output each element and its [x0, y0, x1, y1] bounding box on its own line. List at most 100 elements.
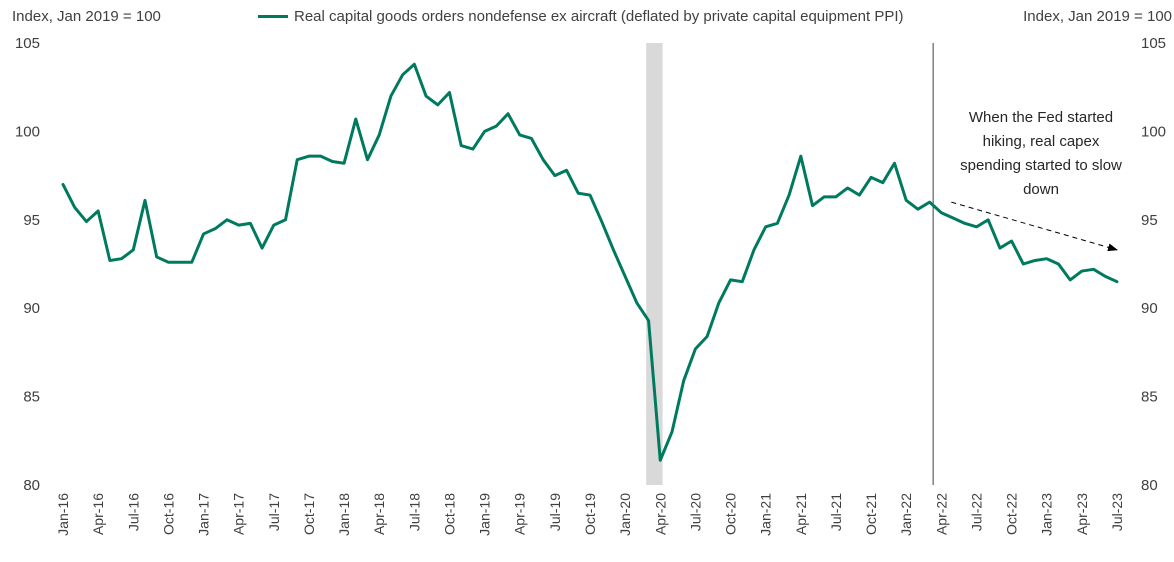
- data-point: [167, 261, 169, 263]
- data-point: [788, 194, 790, 196]
- data-point: [554, 174, 556, 176]
- y-tick-label-left: 90: [23, 300, 40, 317]
- x-tick-label: Oct-17: [301, 493, 317, 535]
- x-tick-label: Jan-17: [196, 493, 212, 536]
- x-tick-label: Apr-18: [371, 493, 387, 535]
- data-point: [975, 226, 977, 228]
- trend-arrow: [951, 201, 1118, 252]
- data-point: [495, 125, 497, 127]
- x-tick-label: Apr-21: [793, 493, 809, 535]
- x-tick-label: Jan-21: [758, 493, 774, 536]
- data-point: [706, 335, 708, 337]
- y-tick-label-left: 85: [23, 389, 40, 406]
- data-point: [74, 206, 76, 208]
- data-point: [565, 169, 567, 171]
- x-tick-label: Apr-16: [90, 493, 106, 535]
- data-point: [741, 280, 743, 282]
- data-point: [1057, 263, 1059, 265]
- data-point: [659, 459, 661, 461]
- x-tick-label: Jan-16: [55, 493, 71, 536]
- x-tick-label: Jul-21: [828, 493, 844, 531]
- x-tick-label: Oct-20: [723, 493, 739, 535]
- data-point: [542, 158, 544, 160]
- data-point: [1104, 275, 1106, 277]
- data-point: [460, 144, 462, 146]
- data-point: [261, 247, 263, 249]
- data-point: [390, 95, 392, 97]
- x-tick-label: Jan-19: [477, 493, 493, 536]
- x-tick-label: Oct-21: [863, 493, 879, 535]
- legend-swatch: [258, 15, 288, 18]
- data-point: [858, 194, 860, 196]
- data-point: [179, 261, 181, 263]
- data-point: [132, 249, 134, 251]
- data-point: [425, 95, 427, 97]
- data-point: [636, 302, 638, 304]
- data-point: [917, 208, 919, 210]
- data-point: [882, 181, 884, 183]
- data-point: [1069, 279, 1071, 281]
- data-point: [85, 220, 87, 222]
- data-point: [331, 160, 333, 162]
- data-point: [319, 155, 321, 157]
- data-point: [226, 219, 228, 221]
- data-point: [237, 224, 239, 226]
- data-point: [366, 158, 368, 160]
- x-tick-label: Apr-22: [933, 493, 949, 535]
- data-point: [1010, 240, 1012, 242]
- data-point: [296, 158, 298, 160]
- data-point: [1022, 263, 1024, 265]
- data-point: [530, 137, 532, 139]
- series-line-capital-goods-orders: [61, 62, 1119, 462]
- x-tick-label: Oct-22: [1004, 493, 1020, 535]
- y-tick-label-right: 90: [1141, 300, 1158, 317]
- data-point: [97, 210, 99, 212]
- y-tick-label-right: 105: [1141, 35, 1166, 52]
- data-point: [507, 113, 509, 115]
- data-point: [378, 134, 380, 136]
- y-tick-label-right: 85: [1141, 389, 1158, 406]
- data-point: [729, 279, 731, 281]
- data-point: [589, 194, 591, 196]
- data-point: [343, 162, 345, 164]
- data-point: [952, 217, 954, 219]
- data-point: [846, 187, 848, 189]
- data-point: [1092, 268, 1094, 270]
- data-point: [1081, 270, 1083, 272]
- data-point: [413, 63, 415, 65]
- data-point: [472, 148, 474, 150]
- data-point: [835, 196, 837, 198]
- fed-hiking-annotation: When the Fed started hiking, real capex …: [960, 109, 1122, 198]
- recession-shading: [646, 43, 663, 485]
- x-tick-label: Apr-20: [652, 493, 668, 535]
- data-point: [905, 199, 907, 201]
- data-point: [355, 118, 357, 120]
- x-tick-label: Jul-20: [687, 493, 703, 531]
- data-point: [273, 224, 275, 226]
- data-point: [577, 192, 579, 194]
- x-tick-label: Jul-18: [406, 493, 422, 531]
- data-point: [811, 204, 813, 206]
- data-point: [999, 247, 1001, 249]
- data-point: [718, 302, 720, 304]
- data-point: [109, 259, 111, 261]
- data-point: [647, 319, 649, 321]
- data-point: [1034, 259, 1036, 261]
- data-point: [401, 74, 403, 76]
- data-point: [62, 183, 64, 185]
- data-point: [601, 220, 603, 222]
- data-point: [893, 162, 895, 164]
- y-tick-label-right: 100: [1141, 123, 1166, 140]
- data-point: [671, 431, 673, 433]
- data-point: [987, 219, 989, 221]
- left-axis-title: Index, Jan 2019 = 100: [12, 8, 161, 25]
- data-point: [964, 222, 966, 224]
- data-point: [144, 199, 146, 201]
- data-point: [764, 226, 766, 228]
- data-point: [870, 176, 872, 178]
- x-tick-label: Jul-16: [125, 493, 141, 531]
- y-tick-label-right: 95: [1141, 212, 1158, 229]
- data-point: [1116, 280, 1118, 282]
- data-point: [753, 249, 755, 251]
